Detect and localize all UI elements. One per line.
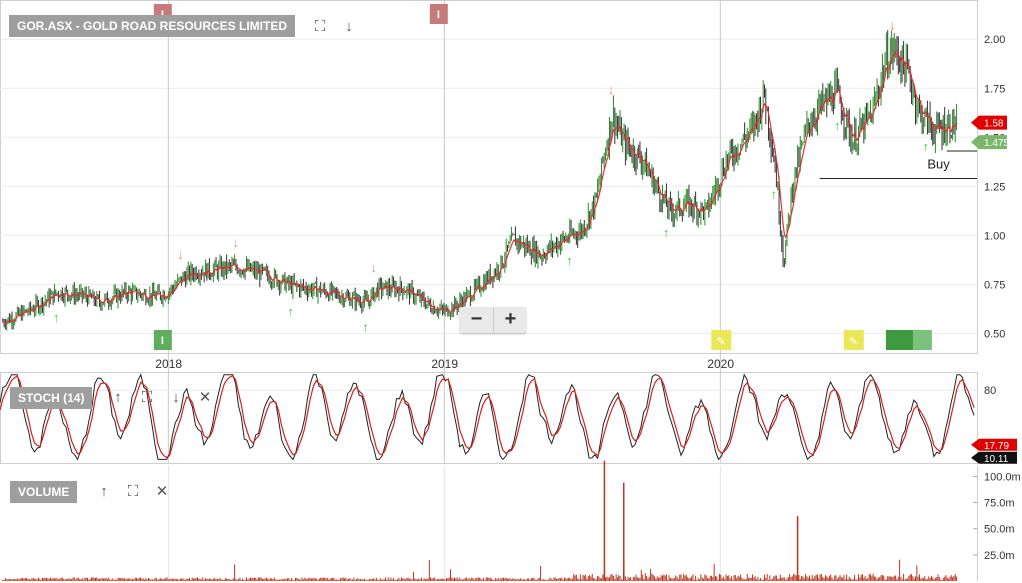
sell-signal-arrow: ↓ <box>232 235 239 250</box>
event-marker <box>429 4 448 24</box>
price-y-tick-label: 0.75 <box>984 279 1005 291</box>
arrow-up-icon[interactable]: ↑ <box>114 389 122 406</box>
sell-signal-arrow: ↓ <box>889 17 896 32</box>
event-marker-glyph: I <box>161 335 164 347</box>
event-marker-glyph: I <box>437 9 440 21</box>
buy-signal-arrow: ↑ <box>771 186 778 201</box>
news-marker <box>711 330 732 350</box>
stoch-panel-title: STOCH (14) <box>10 387 93 409</box>
stoch-value-tag-2-text: 10.11 <box>984 454 1009 465</box>
plus-icon[interactable]: + <box>493 307 527 333</box>
close-icon[interactable]: ✕ <box>155 483 169 500</box>
stoch-d-line <box>0 375 975 459</box>
stoch-value-tag-2 <box>971 451 1017 464</box>
x-tick-label: 2018 <box>155 357 182 371</box>
arrow-up-icon[interactable]: ↑ <box>100 483 108 500</box>
price-panel-title: GOR.ASX - GOLD ROAD RESOURCES LIMITED <box>9 15 296 37</box>
arrow-down-icon[interactable]: ↓ <box>172 389 180 406</box>
stoch-panel-frame <box>0 372 978 464</box>
volume-y-tick-label: 100.0m <box>984 471 1021 483</box>
last-price-tag-text: 1.58 <box>984 119 1004 130</box>
x-tick-label: 2020 <box>707 357 734 371</box>
stoch-y-tick-label: 80 <box>984 385 996 397</box>
signal-marker <box>894 330 905 350</box>
price-y-tick-label: 0.50 <box>984 328 1005 340</box>
arrow-down-icon[interactable]: ↓ <box>345 18 353 35</box>
signal-marker <box>885 330 896 350</box>
volume-y-tick-label: 25.0m <box>984 550 1015 562</box>
buy-signal-arrow: ↑ <box>566 253 573 268</box>
price-line <box>2 50 958 325</box>
signal-marker <box>912 330 923 350</box>
buy-signal-arrow: ↑ <box>288 304 295 319</box>
x-tick-label: 2019 <box>431 357 458 371</box>
ma-price-tag-shape <box>971 135 1007 150</box>
volume-panel-title: VOLUME <box>10 481 78 503</box>
expand-icon[interactable]: ⛶ <box>314 18 326 35</box>
close-icon[interactable]: ✕ <box>198 389 212 406</box>
expand-icon[interactable]: ⛶ <box>141 389 153 406</box>
event-marker <box>153 330 172 350</box>
buy-signal-arrow: ↑ <box>53 310 60 325</box>
sell-signal-arrow: ↓ <box>608 82 615 97</box>
buy-signal-arrow: ↑ <box>834 118 841 133</box>
last-price-tag-shape <box>971 115 1007 130</box>
price-panel-frame <box>0 0 978 354</box>
ma-price-tag: 1.475 <box>971 135 1009 150</box>
price-y-tick-label: 1.75 <box>984 83 1005 95</box>
signal-marker <box>903 330 914 350</box>
minus-icon[interactable]: − <box>470 308 483 330</box>
buy-signal-arrow: ↑ <box>922 139 929 154</box>
news-marker-glyph: ✎ <box>716 336 725 348</box>
zoom-controls: − + <box>460 307 526 333</box>
buy-signal-arrow: ↑ <box>663 225 670 240</box>
last-price-tag: 1.58 <box>971 115 1007 130</box>
price-y-tick-label: 1.00 <box>984 230 1005 242</box>
news-marker-glyph: ✎ <box>849 336 858 348</box>
sell-signal-arrow: ↓ <box>177 247 184 262</box>
sell-signal-arrow: ↓ <box>370 260 377 275</box>
stoch-value-tag <box>971 438 1017 451</box>
news-marker <box>843 330 864 350</box>
ma-price-tag-text: 1.475 <box>984 138 1009 149</box>
stoch-k-line <box>0 373 975 461</box>
expand-icon[interactable]: ⛶ <box>127 483 139 500</box>
signal-marker <box>921 330 932 350</box>
volume-y-tick-label: 50.0m <box>984 524 1015 536</box>
volume-y-tick-label: 75.0m <box>984 498 1015 510</box>
buy-label: Buy <box>927 156 950 171</box>
stoch-value-tag-text: 17.79 <box>984 441 1009 452</box>
price-y-tick-label: 1.25 <box>984 181 1005 193</box>
buy-signal-arrow: ↑ <box>362 320 369 335</box>
price-y-tick-label: 2.00 <box>984 34 1005 46</box>
